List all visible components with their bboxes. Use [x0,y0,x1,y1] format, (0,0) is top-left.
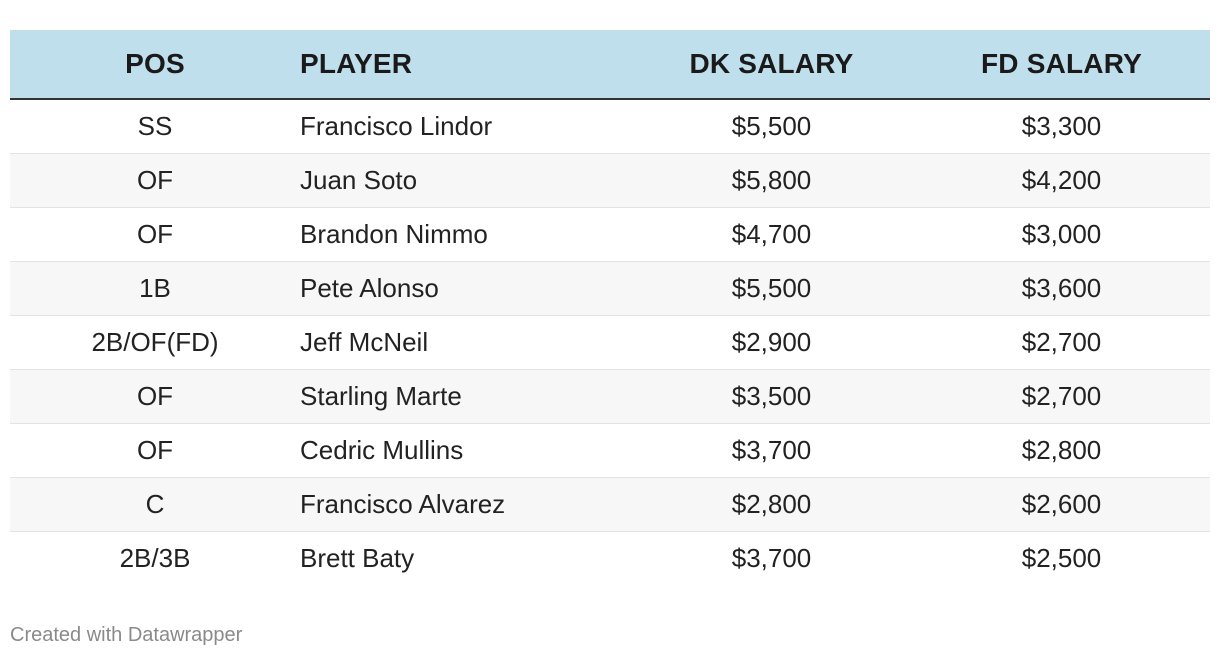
cell-pos: C [10,477,300,532]
cell-player: Starling Marte [300,369,630,424]
table-row: 2B/3B Brett Baty $3,700 $2,500 [10,532,1210,586]
datawrapper-credit[interactable]: Created with Datawrapper [10,624,243,646]
cell-fd-salary: $3,300 [913,99,1210,154]
cell-dk-salary: $5,500 [630,99,913,154]
column-header-fd-salary[interactable]: FD SALARY [913,30,1210,100]
cell-pos: OF [10,423,300,478]
cell-fd-salary: $2,700 [913,369,1210,424]
cell-pos: OF [10,153,300,208]
cell-player: Juan Soto [300,153,630,208]
header-row: POS PLAYER DK SALARY FD SALARY [10,30,1210,100]
cell-fd-salary: $2,500 [1021,543,1102,573]
cell-dk-salary: $5,800 [630,153,913,208]
table-row: 2B/OF(FD) Jeff McNeil $2,900 $2,700 [10,315,1210,370]
cell-player: Francisco Alvarez [300,477,630,532]
table-row: SS Francisco Lindor $5,500 $3,300 [10,99,1210,154]
cell-pos: SS [10,99,300,154]
table-header: POS PLAYER DK SALARY FD SALARY [10,30,1210,100]
cell-pos: 2B/OF(FD) [10,315,300,370]
cell-player: Brandon Nimmo [300,207,630,262]
cell-fd-salary: $2,700 [913,315,1210,370]
cell-fd-salary: $3,000 [913,207,1210,262]
cell-player: Cedric Mullins [300,423,630,478]
cell-pos: OF [10,207,300,262]
column-header-dk-salary[interactable]: DK SALARY [630,30,913,100]
table-row: OF Brandon Nimmo $4,700 $3,000 [10,207,1210,262]
cell-dk-salary: $2,800 [630,477,913,532]
cell-pos: OF [10,369,300,424]
cell-dk-salary: $2,900 [630,315,913,370]
cell-fd-salary: $3,600 [913,261,1210,316]
cell-pos: 2B/3B [119,543,191,573]
column-header-pos[interactable]: POS [10,30,300,100]
table-row: 1B Pete Alonso $5,500 $3,600 [10,261,1210,316]
cell-dk-salary: $5,500 [630,261,913,316]
cell-player: Francisco Lindor [300,99,630,154]
salary-table-container: POS PLAYER DK SALARY FD SALARY SS Franci… [10,30,1210,585]
cell-pos: 1B [10,261,300,316]
table-row: C Francisco Alvarez $2,800 $2,600 [10,477,1210,532]
cell-dk-salary: $3,500 [630,369,913,424]
table-body: SS Francisco Lindor $5,500 $3,300 OF Jua… [10,99,1210,585]
cell-dk-salary: $4,700 [630,207,913,262]
table-row: OF Cedric Mullins $3,700 $2,800 [10,423,1210,478]
table-row: OF Starling Marte $3,500 $2,700 [10,369,1210,424]
cell-dk-salary: $3,700 [630,423,913,478]
cell-dk-salary: $3,700 [731,543,812,573]
cell-player: Brett Baty [300,543,415,573]
salary-table: POS PLAYER DK SALARY FD SALARY SS Franci… [10,30,1210,585]
cell-fd-salary: $4,200 [913,153,1210,208]
cell-fd-salary: $2,600 [913,477,1210,532]
table-row: OF Juan Soto $5,800 $4,200 [10,153,1210,208]
cell-player: Pete Alonso [300,261,630,316]
column-header-player[interactable]: PLAYER [300,30,630,100]
cell-player: Jeff McNeil [300,315,630,370]
cell-fd-salary: $2,800 [913,423,1210,478]
